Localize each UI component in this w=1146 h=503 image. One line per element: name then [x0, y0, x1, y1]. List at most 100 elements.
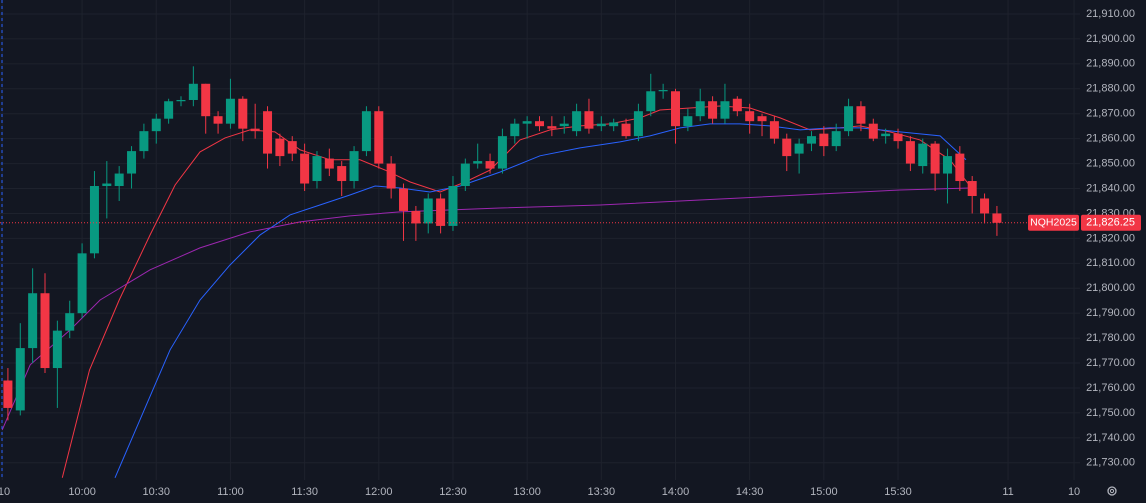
- x-tick-label: 11:00: [217, 486, 244, 498]
- candle-body: [695, 101, 705, 117]
- candle-body: [164, 101, 174, 119]
- candle-body: [745, 111, 755, 122]
- y-tick-label: 21,800.00: [1086, 282, 1135, 294]
- candle-body: [757, 116, 767, 122]
- x-tick-label: 10: [0, 486, 10, 498]
- candle-body: [250, 128, 260, 132]
- candle-body: [782, 138, 792, 157]
- candle-body: [263, 111, 273, 154]
- y-tick-label: 21,780.00: [1086, 332, 1135, 344]
- x-tick-label: 10: [1068, 486, 1080, 498]
- candle-body: [559, 123, 569, 127]
- candle-body: [844, 106, 854, 132]
- candle-body: [732, 98, 742, 112]
- candle-body: [300, 153, 310, 184]
- candle-body: [399, 188, 409, 211]
- candle-body: [188, 83, 198, 100]
- candle-body: [769, 121, 779, 139]
- candle-body: [127, 151, 137, 174]
- candle-body: [361, 111, 371, 152]
- candle-body: [596, 123, 606, 127]
- candle-body: [337, 166, 347, 182]
- candle-body: [423, 198, 433, 224]
- candle-body: [386, 163, 396, 189]
- y-tick-label: 21,840.00: [1086, 182, 1135, 194]
- x-tick-label: 10:30: [142, 486, 170, 498]
- candle-body: [893, 133, 903, 142]
- candle-body: [992, 213, 1002, 223]
- candle-body: [411, 210, 421, 224]
- y-tick-label: 21,820.00: [1086, 232, 1135, 244]
- y-tick-label: 21,900.00: [1086, 33, 1135, 45]
- candle-body: [980, 198, 990, 214]
- candle-body: [930, 143, 940, 174]
- candle-body: [436, 198, 446, 226]
- x-tick-label: 12:30: [439, 486, 467, 498]
- candle-body: [670, 91, 680, 127]
- candle-body: [139, 131, 149, 152]
- settings-icon[interactable]: [1107, 486, 1117, 496]
- grid: [0, 0, 1080, 480]
- candle-body: [658, 90, 668, 92]
- candle-body: [683, 116, 693, 127]
- candle-body: [868, 123, 878, 139]
- candle-body: [522, 121, 532, 124]
- candle-body: [955, 153, 965, 182]
- candle-body: [510, 123, 520, 137]
- x-tick-label: 11: [1002, 486, 1013, 498]
- candle-body: [151, 118, 161, 132]
- candle-body: [460, 163, 470, 187]
- candle-body: [448, 186, 458, 226]
- x-tick-label: 11:30: [291, 486, 318, 498]
- candle-body: [609, 122, 619, 127]
- y-tick-label: 21,770.00: [1086, 357, 1135, 369]
- y-tick-label: 21,860.00: [1086, 133, 1135, 145]
- candle-body: [633, 111, 643, 137]
- candle-body: [708, 101, 718, 119]
- candle-body: [213, 116, 223, 124]
- symbol-tag: [1028, 214, 1079, 231]
- candle-body: [497, 136, 507, 169]
- candle-body: [102, 183, 112, 187]
- y-tick-label: 21,850.00: [1086, 157, 1135, 169]
- y-tick-label: 21,910.00: [1086, 8, 1135, 20]
- y-tick-label: 21,750.00: [1086, 407, 1135, 419]
- indicator-line: [114, 123, 967, 478]
- indicator-line: [61, 105, 971, 478]
- x-tick-label: 13:00: [513, 486, 541, 498]
- x-tick-label: 14:00: [662, 486, 690, 498]
- candle-body: [3, 380, 13, 408]
- candle-body: [584, 111, 594, 129]
- candle-body: [646, 91, 656, 112]
- candle-body: [819, 133, 829, 147]
- candle-body: [275, 138, 285, 157]
- candle-body: [485, 161, 495, 169]
- candle-body: [77, 253, 87, 314]
- symbol-label: NQH2025: [1030, 217, 1077, 229]
- candle-body: [28, 293, 38, 349]
- candle-body: [324, 158, 334, 169]
- candle-body: [114, 173, 124, 187]
- candle-body: [65, 313, 75, 331]
- candle-body: [881, 133, 891, 137]
- y-tick-label: 21,740.00: [1086, 432, 1135, 444]
- candle-body: [942, 156, 952, 174]
- y-tick-label: 21,870.00: [1086, 108, 1135, 120]
- x-tick-label: 10:00: [68, 486, 96, 498]
- candle-body: [89, 186, 99, 254]
- y-tick-label: 21,880.00: [1086, 83, 1135, 95]
- candle-body: [856, 106, 866, 124]
- candle-body: [806, 136, 816, 144]
- candle-body: [918, 143, 928, 167]
- candle-body: [905, 141, 915, 164]
- y-tick-label: 21,790.00: [1086, 307, 1135, 319]
- candle-body: [794, 143, 804, 154]
- candle-body: [176, 99, 186, 102]
- candle-body: [473, 161, 483, 164]
- candle-body: [967, 181, 977, 196]
- candle-body: [535, 121, 545, 127]
- x-tick-label: 13:30: [588, 486, 616, 498]
- candle-body: [238, 98, 248, 129]
